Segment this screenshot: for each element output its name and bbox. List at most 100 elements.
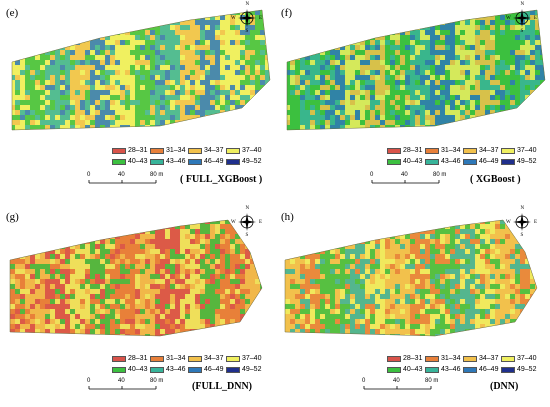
legend-item: 28–31 (387, 146, 422, 155)
field-map (284, 219, 538, 337)
legend-item: 31–34 (425, 354, 460, 363)
legend-item: 40–43 (112, 365, 147, 374)
legend-label: 49–52 (242, 158, 262, 165)
legend-label: 43–46 (441, 158, 461, 165)
legend-label: 40–43 (403, 366, 423, 373)
legend-label: 28–31 (128, 147, 148, 154)
legend-swatch (425, 158, 439, 165)
north-arrow-icon: N S W E (506, 2, 537, 34)
scale-tick-80: 80 m (150, 378, 164, 384)
panel-caption: (DNN) (490, 381, 519, 392)
legend-swatch (463, 158, 477, 165)
legend-label: 31–34 (166, 355, 186, 362)
legend-item: 40–43 (387, 365, 422, 374)
legend-label: 31–34 (441, 147, 461, 154)
legend-item: 34–37 (188, 146, 223, 155)
panel-caption: ( FULL_XGBoost ) (180, 174, 263, 185)
legend-swatch (387, 366, 401, 373)
legend-label: 49–52 (517, 158, 537, 165)
legend-label: 40–43 (128, 366, 148, 373)
legend-label: 40–43 (403, 158, 423, 165)
scale-bar: 0 40 80 m (86, 378, 166, 394)
legend-label: 34–37 (204, 147, 224, 154)
scale-tick-0: 0 (370, 172, 374, 178)
legend-label: 43–46 (166, 366, 186, 373)
legend-swatch (463, 147, 477, 154)
legend-item: 43–46 (150, 365, 185, 374)
legend-item: 34–37 (463, 146, 498, 155)
scale-tick-0: 0 (87, 378, 91, 384)
legend-item: 46–49 (188, 157, 223, 166)
scale-bar: 0 40 80 m (86, 172, 166, 188)
scale-tick-80: 80 m (150, 172, 164, 178)
field-map (286, 9, 546, 131)
legend-label: 34–37 (479, 355, 499, 362)
panel-label: (g) (6, 211, 19, 223)
legend-swatch (425, 147, 439, 154)
legend-swatch (112, 355, 126, 362)
legend-label: 43–46 (166, 158, 186, 165)
legend-swatch (150, 158, 164, 165)
scale-tick-40: 40 (118, 172, 125, 178)
scale-tick-80: 80 m (425, 378, 439, 384)
legend-swatch (188, 366, 202, 373)
legend-swatch (425, 366, 439, 373)
legend-swatch (150, 355, 164, 362)
legend-item: 43–46 (425, 365, 460, 374)
legend-label: 37–40 (517, 355, 537, 362)
legend-item: 46–49 (463, 157, 498, 166)
legend-label: 37–40 (242, 355, 262, 362)
panel-caption: (FULL_DNN) (192, 381, 252, 392)
legend-swatch (387, 147, 401, 154)
legend-item: 37–40 (501, 146, 536, 155)
legend: 28–31 31–34 34–37 37–40 40–43 43–46 46–49 49–52 (387, 146, 547, 172)
legend-item: 46–49 (188, 365, 223, 374)
legend-item: 37–40 (226, 146, 261, 155)
panel-caption: ( XGBoost ) (470, 174, 521, 185)
scale-tick-0: 0 (362, 378, 366, 384)
legend-item: 43–46 (425, 157, 460, 166)
compass-e: E (259, 15, 263, 21)
legend-label: 28–31 (128, 355, 148, 362)
legend-item: 31–34 (425, 146, 460, 155)
scale-tick-40: 40 (401, 172, 408, 178)
legend: 28–31 31–34 34–37 37–40 40–43 43–46 46–49 49–52 (112, 354, 272, 380)
compass-w: W (231, 15, 236, 21)
legend-swatch (112, 366, 126, 373)
legend-item: 31–34 (150, 146, 185, 155)
map-panel-f: (f) N S W E 28–31 31–34 34–37 37–40 40–43 43–… (275, 0, 550, 203)
legend-swatch (425, 355, 439, 362)
north-arrow-icon: N S W E (506, 206, 537, 238)
legend-item: 28–31 (112, 146, 147, 155)
legend-label: 46–49 (204, 366, 224, 373)
legend-swatch (387, 158, 401, 165)
legend-label: 49–52 (242, 366, 262, 373)
legend-swatch (112, 147, 126, 154)
legend-label: 34–37 (204, 355, 224, 362)
field-map (11, 9, 271, 131)
legend-label: 28–31 (403, 147, 423, 154)
legend-label: 49–52 (517, 366, 537, 373)
panel-label: (h) (281, 211, 294, 223)
legend-item: 34–37 (188, 354, 223, 363)
field-map (9, 219, 263, 337)
legend-swatch (226, 355, 240, 362)
legend-label: 37–40 (242, 147, 262, 154)
compass-s: S (520, 29, 524, 34)
legend-label: 28–31 (403, 355, 423, 362)
legend-swatch (387, 355, 401, 362)
legend-item: 43–46 (150, 157, 185, 166)
scale-tick-40: 40 (118, 378, 125, 384)
legend-item: 40–43 (112, 157, 147, 166)
legend-swatch (112, 158, 126, 165)
legend-label: 43–46 (441, 366, 461, 373)
legend-swatch (226, 158, 240, 165)
legend-item: 37–40 (226, 354, 261, 363)
legend-swatch (226, 366, 240, 373)
legend-item: 49–52 (226, 157, 261, 166)
north-arrow-icon: N S W E (231, 206, 262, 238)
compass-n: N (520, 206, 525, 211)
legend-swatch (501, 355, 515, 362)
scale-tick-0: 0 (87, 172, 91, 178)
compass-w: W (506, 15, 511, 21)
